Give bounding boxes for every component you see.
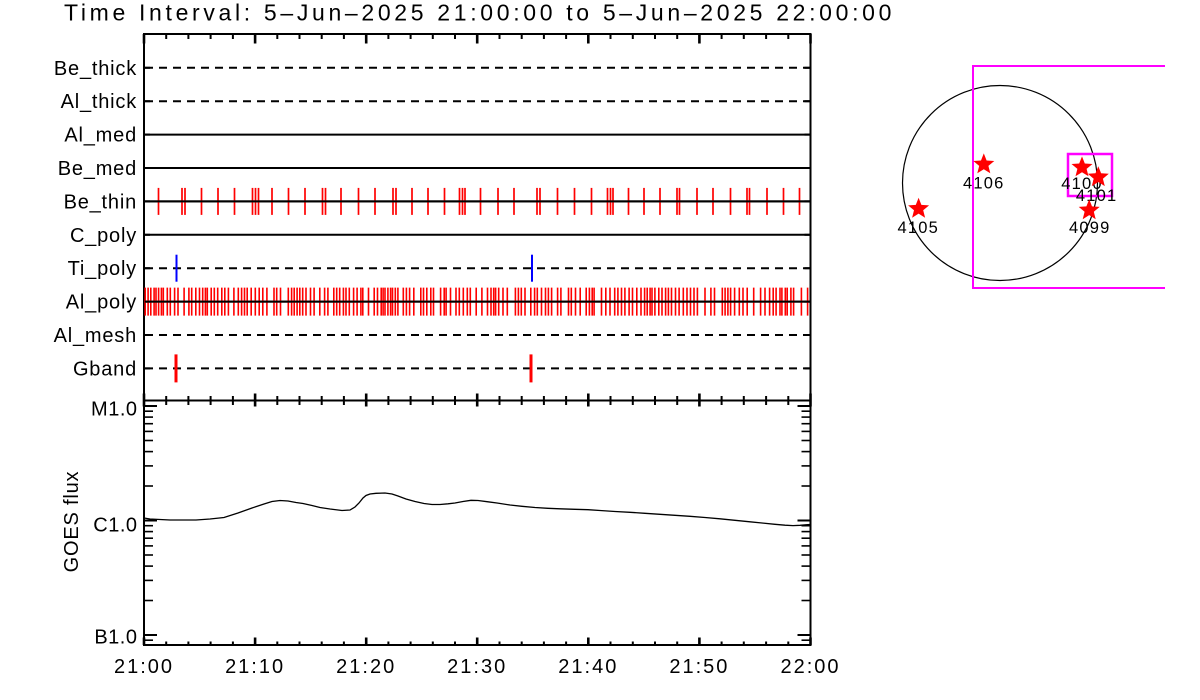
svg-text:4101: 4101 <box>1076 187 1118 205</box>
svg-text:21:10: 21:10 <box>225 656 285 678</box>
svg-text:C_poly: C_poly <box>70 225 137 247</box>
svg-text:22:00: 22:00 <box>780 656 840 678</box>
svg-text:Be_thick: Be_thick <box>54 58 137 80</box>
svg-text:21:00: 21:00 <box>114 656 174 678</box>
svg-text:M1.0: M1.0 <box>91 398 137 420</box>
svg-text:Al_poly: Al_poly <box>66 292 137 314</box>
svg-text:4099: 4099 <box>1069 219 1111 237</box>
svg-text:4105: 4105 <box>898 219 940 237</box>
svg-text:21:30: 21:30 <box>447 656 507 678</box>
svg-text:C1.0: C1.0 <box>93 514 137 536</box>
svg-text:Ti_poly: Ti_poly <box>68 258 137 280</box>
svg-text:Gband: Gband <box>73 358 137 380</box>
svg-text:21:40: 21:40 <box>558 656 618 678</box>
svg-text:Al_med: Al_med <box>64 125 137 147</box>
svg-text:4106: 4106 <box>963 175 1005 193</box>
svg-text:GOES flux: GOES flux <box>61 471 83 573</box>
svg-text:4100: 4100 <box>1061 175 1103 193</box>
svg-text:Al_thick: Al_thick <box>61 91 138 113</box>
svg-text:Be_med: Be_med <box>58 158 137 180</box>
svg-text:Time Interval: 5–Jun–2025 21:: Time Interval: 5–Jun–2025 21:00:00 to 5–… <box>64 0 895 26</box>
svg-text:B1.0: B1.0 <box>94 626 137 648</box>
svg-text:Al_mesh: Al_mesh <box>54 325 137 347</box>
svg-text:21:50: 21:50 <box>669 656 729 678</box>
svg-text:21:20: 21:20 <box>336 656 396 678</box>
svg-text:Be_thin: Be_thin <box>64 191 137 213</box>
